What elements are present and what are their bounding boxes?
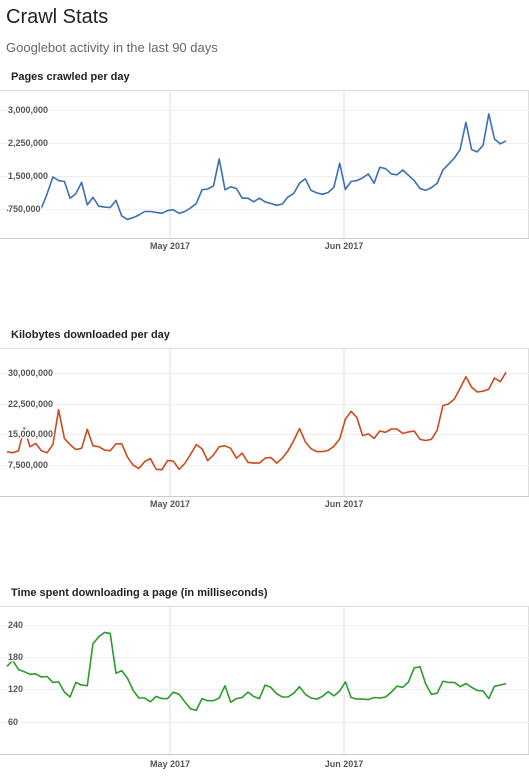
y-tick-label: 1,500,000	[8, 171, 48, 181]
y-tick-label: 15,000,000	[8, 429, 53, 439]
x-tick-label: May 2017	[150, 759, 190, 769]
y-tick-label: 240	[8, 620, 23, 630]
y-tick-label: 750,000	[8, 204, 41, 214]
x-tick-label: Jun 2017	[325, 241, 364, 251]
time-spent-title: Time spent downloading a page (in millis…	[11, 587, 268, 599]
kilobytes-downloaded-title: Kilobytes downloaded per day	[11, 329, 170, 341]
y-tick-label: 3,000,000	[8, 105, 48, 115]
y-tick-label: 22,500,000	[8, 399, 53, 409]
y-tick-label: 180	[8, 652, 23, 662]
x-tick-label: May 2017	[150, 499, 190, 509]
series-line	[6, 113, 507, 221]
x-tick-label: Jun 2017	[325, 759, 364, 769]
y-tick-label: 60	[8, 717, 18, 727]
y-tick-label: 7,500,000	[8, 460, 48, 470]
kilobytes-downloaded-chart: 30,000,000 22,500,000 15,000,000 7,500,000 M…	[0, 348, 529, 509]
time-spent-chart: 240 180 120 60 May 2017 Jun 2017	[0, 606, 529, 769]
x-tick-label: Jun 2017	[325, 499, 364, 509]
x-tick-label: May 2017	[150, 241, 190, 251]
y-tick-label: 120	[8, 684, 23, 694]
y-tick-label: 30,000,000	[8, 368, 53, 378]
series-line	[6, 371, 507, 471]
page-title: Crawl Stats	[6, 6, 109, 28]
page-subtitle: Googlebot activity in the last 90 days	[6, 40, 218, 55]
pages-crawled-title: Pages crawled per day	[11, 71, 130, 83]
pages-crawled-chart: 3,000,000 2,250,000 1,500,000 750,000 May 20…	[0, 90, 529, 251]
series-line	[6, 631, 507, 712]
y-tick-label: 2,250,000	[8, 138, 48, 148]
